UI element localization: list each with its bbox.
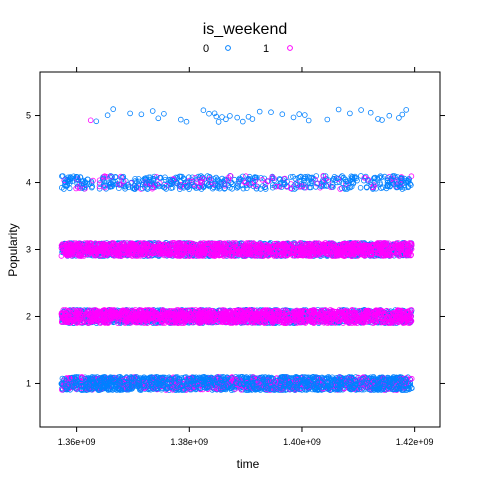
point-0-y5 <box>268 109 274 115</box>
point-0-y5 <box>290 114 297 121</box>
point-0-y5 <box>155 115 162 122</box>
legend-marker-1 <box>287 45 293 51</box>
point-0-y5 <box>200 107 207 113</box>
point-0-y5 <box>215 119 222 125</box>
legend-label-1: 1 <box>263 43 269 55</box>
point-0-y5 <box>149 108 156 114</box>
point-0-y5 <box>249 116 256 122</box>
legend-title: is_weekend <box>203 21 288 38</box>
point-0-y5 <box>240 118 246 125</box>
point-0-y5 <box>301 112 308 118</box>
point-0-y5 <box>138 111 145 118</box>
point-0-y5 <box>296 111 303 117</box>
point-0-y5 <box>335 106 342 113</box>
point-0-y5 <box>324 116 331 123</box>
point-0-y5 <box>305 117 312 124</box>
point-0-y5 <box>358 107 364 113</box>
point-0-y5 <box>403 107 410 113</box>
point-0-y5 <box>206 110 212 117</box>
point-0-y5 <box>223 116 229 123</box>
legend-marker-0 <box>225 45 231 51</box>
point-0-y5 <box>234 114 241 121</box>
point-0-y1 <box>239 373 246 380</box>
point-0-y5 <box>183 118 190 125</box>
data-points <box>58 106 415 394</box>
point-0-y5 <box>227 113 233 119</box>
point-0-y5 <box>110 106 116 112</box>
point-0-y5 <box>178 116 184 123</box>
legend-label-0: 0 <box>203 43 209 55</box>
point-0-y5 <box>399 111 406 118</box>
point-0-y5 <box>161 111 167 117</box>
point-0-y5 <box>367 109 374 116</box>
point-0-y1 <box>367 374 374 381</box>
point-0-y5 <box>256 108 263 115</box>
point-0-y5 <box>386 112 393 119</box>
point-0-y5 <box>127 110 133 117</box>
point-0-y5 <box>279 111 286 117</box>
point-0-y5 <box>104 112 111 118</box>
point-0-y5 <box>93 118 100 125</box>
point-0-y1 <box>408 385 415 392</box>
point-0-y5 <box>347 110 353 117</box>
